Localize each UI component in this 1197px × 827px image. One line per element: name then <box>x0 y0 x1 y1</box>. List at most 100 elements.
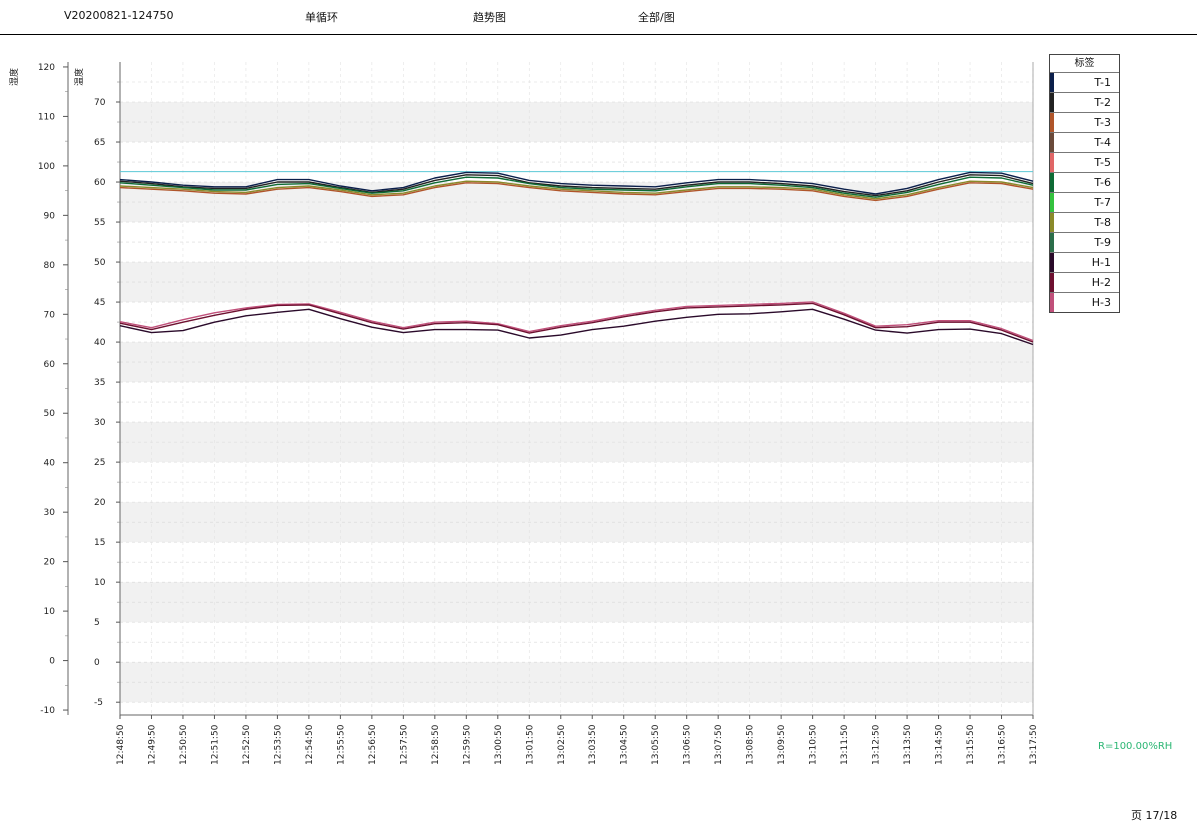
right-axis-tick-label: 25 <box>94 458 105 468</box>
x-axis-tick-label: 13:09:50 <box>777 724 787 765</box>
x-axis-tick-label: 12:57:50 <box>399 724 409 765</box>
x-axis-tick-label: 13:14:50 <box>935 724 945 765</box>
x-axis-tick-label: 12:48:50 <box>116 724 126 765</box>
legend-item-h-2: H-2 <box>1050 273 1119 293</box>
x-axis-tick-label: 13:15:50 <box>966 724 976 765</box>
legend-item-t-4: T-4 <box>1050 133 1119 153</box>
legend-swatch <box>1050 273 1054 292</box>
x-axis-tick-label: 13:12:50 <box>872 724 882 765</box>
x-axis-tick-label: 13:10:50 <box>809 724 819 765</box>
legend-swatch <box>1050 293 1054 312</box>
right-axis-label: 温度 <box>73 68 85 86</box>
right-axis-tick-label: 15 <box>94 538 105 548</box>
legend-item-t-5: T-5 <box>1050 153 1119 173</box>
legend-label: T-1 <box>1094 76 1111 89</box>
x-axis-tick-label: 13:01:50 <box>525 724 535 765</box>
left-axis-tick-label: 40 <box>44 459 56 469</box>
left-axis-tick-label: 10 <box>44 607 56 617</box>
header-rule <box>0 34 1197 35</box>
legend-item-h-1: H-1 <box>1050 253 1119 273</box>
x-axis-tick-label: 13:11:50 <box>840 724 850 765</box>
legend-swatch <box>1050 153 1054 172</box>
right-axis-tick-label: 60 <box>94 178 106 188</box>
legend-item-t-9: T-9 <box>1050 233 1119 253</box>
legend-swatch <box>1050 93 1054 112</box>
x-axis-tick-label: 12:49:50 <box>147 724 157 765</box>
x-axis-tick-label: 13:04:50 <box>620 724 630 765</box>
legend-swatch <box>1050 173 1054 192</box>
legend-item-h-3: H-3 <box>1050 293 1119 312</box>
legend-item-t-7: T-7 <box>1050 193 1119 213</box>
x-axis-tick-label: 12:59:50 <box>462 724 472 765</box>
right-axis-tick-label: 40 <box>94 338 106 348</box>
legend-item-t-8: T-8 <box>1050 213 1119 233</box>
right-axis-tick-label: 5 <box>94 618 100 628</box>
left-axis-tick-label: 120 <box>38 63 55 73</box>
device-id: V20200821-124750 <box>64 9 174 22</box>
x-axis-tick-label: 12:55:50 <box>336 724 346 765</box>
right-axis-tick-label: 35 <box>94 378 105 388</box>
left-axis-tick-label: 50 <box>44 409 56 419</box>
x-axis-tick-label: 12:58:50 <box>431 724 441 765</box>
x-axis-tick-label: 12:50:50 <box>179 724 189 765</box>
legend-swatch <box>1050 213 1054 232</box>
x-axis-tick-label: 12:51:50 <box>210 724 220 765</box>
x-axis-tick-label: 13:16:50 <box>998 724 1008 765</box>
x-axis-tick-label: 13:03:50 <box>588 724 598 765</box>
x-axis-tick-label: 12:53:50 <box>273 724 283 765</box>
x-axis-tick-label: 13:08:50 <box>746 724 756 765</box>
series-line-h-3 <box>119 301 1034 342</box>
series-line-t-6 <box>119 176 1034 198</box>
right-axis-tick-label: 55 <box>94 218 105 228</box>
left-axis-tick-label: 100 <box>38 162 55 172</box>
legend-label: T-8 <box>1094 216 1111 229</box>
left-axis-tick-label: 110 <box>38 112 55 122</box>
legend-item-t-2: T-2 <box>1050 93 1119 113</box>
legend-label: T-6 <box>1094 176 1111 189</box>
right-axis-tick-label: 30 <box>94 418 106 428</box>
legend-swatch <box>1050 133 1054 152</box>
x-axis-tick-label: 13:13:50 <box>903 724 913 765</box>
right-axis-tick-label: 50 <box>94 258 106 268</box>
left-axis-tick-label: 70 <box>44 310 56 320</box>
series-line-t-8 <box>119 180 1034 200</box>
legend-label: T-9 <box>1094 236 1111 249</box>
x-axis-tick-label: 13:05:50 <box>651 724 661 765</box>
right-axis-tick-label: 70 <box>94 98 106 108</box>
legend-label: T-2 <box>1094 96 1111 109</box>
right-axis-tick-label: 65 <box>94 138 105 148</box>
x-axis-tick-label: 12:56:50 <box>368 724 378 765</box>
left-axis-label: 湿度 <box>8 68 20 86</box>
page-number: 页 17/18 <box>1131 809 1178 822</box>
header-mode: 单循环 <box>305 11 338 24</box>
x-axis-tick-label: 13:17:50 <box>1029 724 1039 765</box>
right-axis-tick-label: -5 <box>94 698 103 708</box>
series-line-t-2 <box>119 174 1034 197</box>
legend-item-t-3: T-3 <box>1050 113 1119 133</box>
legend-swatch <box>1050 73 1054 92</box>
left-axis-tick-label: 20 <box>44 558 56 568</box>
series-line-h-1 <box>119 308 1034 346</box>
legend-item-t-6: T-6 <box>1050 173 1119 193</box>
legend-title: 标签 <box>1050 55 1119 73</box>
x-axis-tick-label: 13:07:50 <box>714 724 724 765</box>
legend-label: T-4 <box>1094 136 1111 149</box>
header-scope: 全部/图 <box>638 11 675 24</box>
legend-label: T-3 <box>1094 116 1111 129</box>
legend-label: H-2 <box>1091 276 1111 289</box>
range-note: R=100.00%RH <box>1098 741 1173 752</box>
legend-swatch <box>1050 233 1054 252</box>
legend-item-t-1: T-1 <box>1050 73 1119 93</box>
series-line-t-1 <box>119 171 1034 195</box>
left-axis-tick-label: 0 <box>49 657 55 667</box>
legend-label: T-7 <box>1094 196 1111 209</box>
legend-label: H-1 <box>1091 256 1111 269</box>
legend-label: H-3 <box>1091 296 1111 309</box>
left-axis-tick-label: 80 <box>44 261 56 271</box>
right-axis-tick-label: 20 <box>94 498 106 508</box>
legend: 标签 T-1 T-2 T-3 T-4 T-5 T-6 T-7 T-8 T-9 H-1 H-2 H-3 <box>1049 54 1120 313</box>
left-axis-tick-label: -10 <box>40 706 55 716</box>
legend-label: T-5 <box>1094 156 1111 169</box>
left-axis-tick-label: 60 <box>44 360 56 370</box>
right-axis-tick-label: 45 <box>94 298 105 308</box>
